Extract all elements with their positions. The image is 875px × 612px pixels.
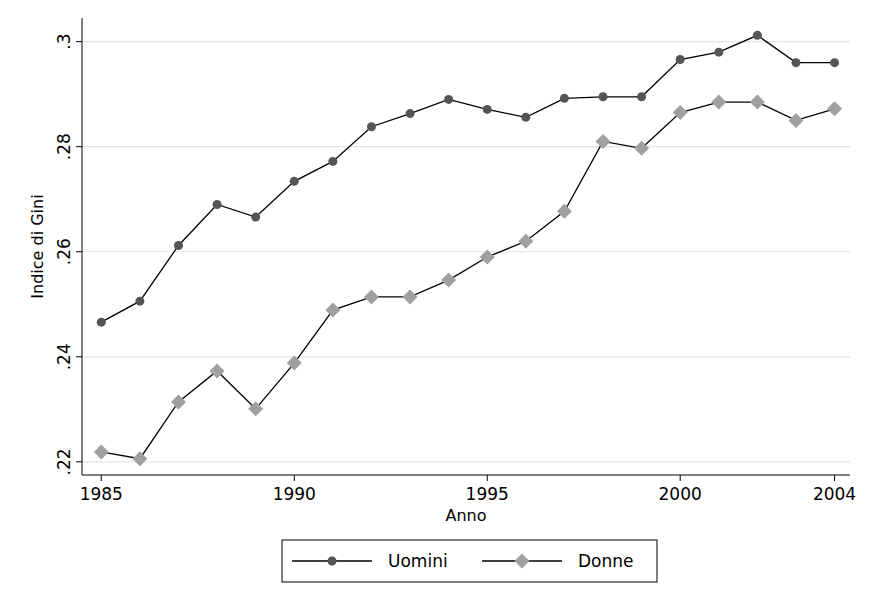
y-tick-label: .3: [54, 34, 74, 50]
x-axis-title: Anno: [445, 506, 486, 525]
x-tick-label: 1995: [466, 484, 509, 504]
y-tick-label: .26: [54, 238, 74, 265]
point: [290, 177, 299, 186]
point: [673, 105, 688, 120]
point: [557, 204, 572, 219]
point: [403, 289, 418, 304]
point: [750, 95, 765, 110]
point: [480, 250, 495, 265]
point: [676, 55, 685, 64]
point: [213, 200, 222, 209]
point: [521, 113, 530, 122]
grid-line: [82, 251, 850, 252]
grid-line: [82, 41, 850, 42]
legend-box: [282, 540, 657, 582]
y-tick: [76, 146, 82, 147]
y-axis: [82, 18, 83, 475]
background: [0, 0, 875, 612]
y-tick: [76, 461, 82, 462]
point: [596, 134, 611, 149]
point: [753, 31, 762, 40]
point: [174, 241, 183, 250]
point: [287, 356, 302, 371]
x-tick-label: 2004: [813, 484, 856, 504]
y-axis-title: Indice di Gini: [28, 194, 47, 298]
x-tick: [487, 475, 488, 481]
point: [364, 289, 379, 304]
x-axis: [82, 475, 850, 476]
x-tick: [294, 475, 295, 481]
point: [135, 297, 144, 306]
point: [328, 157, 337, 166]
point: [599, 92, 608, 101]
plot-data: [94, 31, 842, 466]
point: [94, 444, 109, 459]
y-tick-label: .22: [54, 448, 74, 475]
point: [637, 92, 646, 101]
point: [830, 58, 839, 67]
point: [325, 303, 340, 318]
point: [518, 234, 533, 249]
grid-line: [82, 146, 850, 147]
legend-label: Uomini: [388, 551, 448, 571]
point: [711, 95, 726, 110]
point: [714, 48, 723, 57]
y-tick: [76, 251, 82, 252]
point: [791, 58, 800, 67]
point: [444, 95, 453, 104]
y-tick-label: .28: [54, 133, 74, 160]
point: [132, 451, 147, 466]
legend-marker: [328, 557, 337, 566]
legend-label: Donne: [578, 551, 634, 571]
point: [367, 122, 376, 131]
point: [560, 94, 569, 103]
x-tick: [834, 475, 835, 481]
point: [634, 141, 649, 156]
x-tick-label: 2000: [659, 484, 702, 504]
grid-line: [82, 461, 850, 462]
point: [97, 318, 106, 327]
y-tick-label: .24: [54, 343, 74, 370]
point: [788, 113, 803, 128]
series-line: [101, 102, 834, 459]
point: [483, 105, 492, 114]
x-tick-label: 1990: [273, 484, 316, 504]
y-tick: [76, 356, 82, 357]
grid-line: [82, 356, 850, 357]
x-tick-label: 1985: [80, 484, 123, 504]
series-line: [101, 35, 834, 322]
x-tick: [101, 475, 102, 481]
legend-marker: [515, 554, 530, 569]
point: [251, 213, 260, 222]
point: [171, 394, 186, 409]
point: [248, 401, 263, 416]
legend: Uomini Donne: [282, 540, 657, 582]
x-tick: [680, 475, 681, 481]
point: [210, 363, 225, 378]
chart: .22 .24 .26 .28 .3 1985 1990 1995 2000 2004 Anno In…: [0, 0, 875, 612]
point: [827, 101, 842, 116]
point: [441, 273, 456, 288]
y-tick: [76, 41, 82, 42]
point: [406, 109, 415, 118]
